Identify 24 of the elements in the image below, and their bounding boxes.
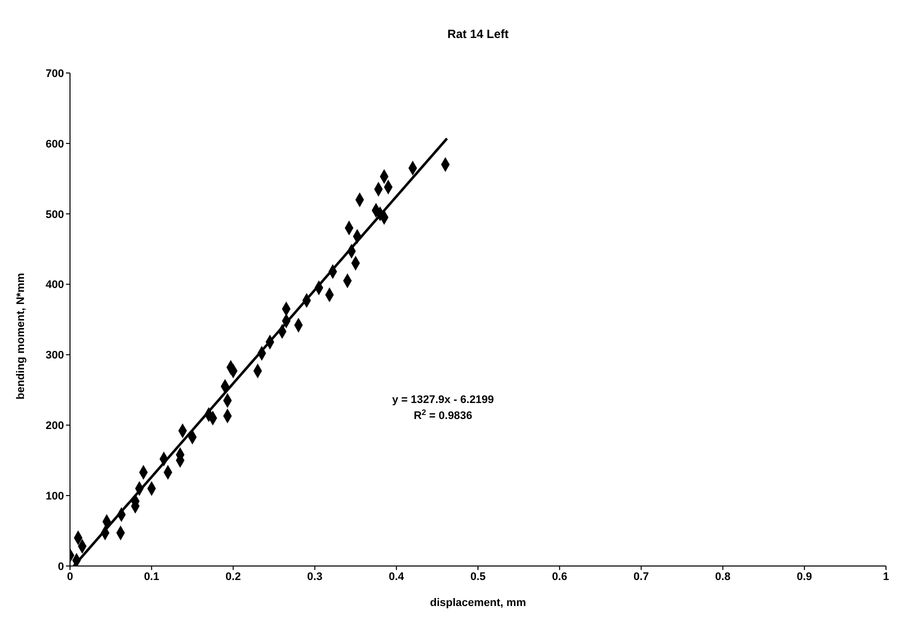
y-tick-label: 0 [58, 560, 64, 573]
y-tick-label: 300 [46, 350, 64, 362]
y-tick-label: 700 [46, 68, 64, 80]
y-tick-label: 100 [46, 490, 64, 502]
annotation: y = 1327.9x - 6.2199 [392, 394, 494, 406]
y-tick-label: 200 [46, 420, 64, 432]
x-tick-label: 0.4 [388, 570, 405, 583]
x-tick-label: 0.8 [715, 570, 730, 583]
x-tick-label: 0.9 [796, 570, 812, 583]
x-tick-label: 0.6 [552, 570, 568, 583]
x-tick-label: 0.2 [226, 570, 241, 583]
x-tick-label: 0.7 [634, 570, 649, 583]
chart-title: Rat 14 Left [447, 27, 509, 41]
y-axis-title: bending moment, N*mm [14, 272, 27, 400]
x-tick-label: 0.5 [470, 570, 486, 583]
x-tick-label: 1 [882, 570, 890, 583]
annotation: R$^{2}$ = 0.9836 [414, 408, 472, 422]
x-tick-label: 0.3 [307, 570, 322, 583]
x-axis-title: displacement, mm [430, 597, 526, 609]
y-tick-label: 500 [46, 208, 64, 221]
y-tick-label: 600 [46, 138, 64, 150]
x-tick-label: 0.1 [144, 570, 160, 583]
y-tick-label: 400 [46, 279, 64, 292]
x-tick-label: 0 [66, 570, 74, 583]
